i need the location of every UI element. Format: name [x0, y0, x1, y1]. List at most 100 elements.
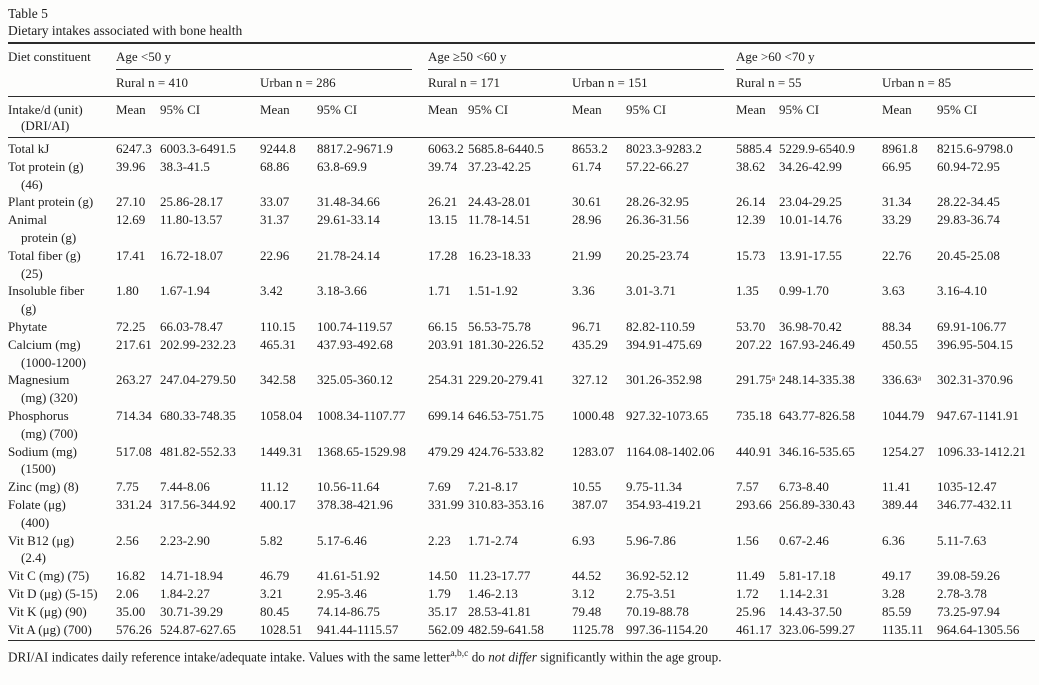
ci-value: 2.78-3.78 — [937, 585, 987, 601]
table-row: Total fiber (g) (25) 17.41 16.72-18.07 22.96… — [8, 247, 1035, 283]
group3-urban-header: Urban n = 85 — [882, 75, 952, 90]
row-label: Sodium (mg) (1500) — [8, 443, 77, 477]
ci-value: 31.48-34.66 — [317, 194, 380, 210]
mean-value: 15.73 — [736, 247, 766, 263]
mean-value: 1283.07 — [572, 443, 615, 459]
ci-value: 14.71-18.94 — [160, 568, 223, 584]
ci-value: 248.14-335.38 — [779, 372, 855, 388]
ci-value: 3.16-4.10 — [937, 283, 987, 299]
ci-value: 1.46-2.13 — [468, 585, 518, 601]
ci-value: 481.82-552.33 — [160, 443, 236, 459]
mean-value: 1449.31 — [260, 443, 303, 459]
row-label: Zinc (mg) (8) — [8, 479, 79, 495]
mean-value: 1125.78 — [572, 621, 614, 637]
mean-value: 25.96 — [736, 603, 766, 619]
mean-value: 440.91 — [736, 443, 772, 459]
ci-value: 646.53-751.75 — [468, 407, 544, 423]
ci-value: 5.96-7.86 — [626, 532, 676, 548]
mean-value: 400.17 — [260, 496, 296, 512]
table-bottom-rule — [8, 640, 1035, 642]
mean-value: 1.71 — [428, 283, 451, 299]
mean-value: 291.75ᵃ — [736, 372, 776, 388]
mean-value: 517.08 — [116, 443, 152, 459]
mean-value: 96.71 — [572, 318, 602, 334]
table-row: Vit C (mg) (75) 16.82 14.71-18.94 46.79 41.6… — [8, 567, 1035, 585]
ci-value: 680.33-748.35 — [160, 407, 236, 423]
mean-value: 1.56 — [736, 532, 759, 548]
mean-value: 6.93 — [572, 532, 595, 548]
mean-value: 450.55 — [882, 336, 918, 352]
mean-value: 3.63 — [882, 283, 905, 299]
ci-value: 396.95-504.15 — [937, 336, 1013, 352]
ci-value: 36.98-70.42 — [779, 318, 842, 334]
ci-value: 1096.33-1412.21 — [937, 443, 1026, 459]
diet-constituent-header: Diet constituent — [8, 49, 91, 64]
age-group-header-3: Age >60 <70 y — [736, 44, 1033, 70]
ci-value: 2.23-2.90 — [160, 532, 210, 548]
mean-value: 66.95 — [882, 158, 912, 174]
mean-value: 1.72 — [736, 585, 759, 601]
ci-value: 28.26-32.95 — [626, 194, 689, 210]
ci-value: 26.36-31.56 — [626, 212, 689, 228]
ci-value: 524.87-627.65 — [160, 621, 236, 637]
table-row: Insoluble fiber (g) 1.80 1.67-1.94 3.42 3.18-… — [8, 282, 1035, 318]
row-label: Total kJ — [8, 141, 50, 156]
mean-value: 7.57 — [736, 479, 759, 495]
ci-value: 323.06-599.27 — [779, 621, 855, 637]
ci-value: 1164.08-1402.06 — [626, 443, 715, 459]
ci-value: 66.03-78.47 — [160, 318, 223, 334]
table-row: Plant protein (g) 27.10 25.86-28.17 33.07 31… — [8, 193, 1035, 211]
ci-value: 947.67-1141.91 — [937, 407, 1019, 423]
mean-value: 576.26 — [116, 621, 152, 637]
ci-value: 60.94-72.95 — [937, 158, 1000, 174]
ci-value: 28.53-41.81 — [468, 603, 531, 619]
mean-value: 293.66 — [736, 496, 772, 512]
mean-value: 13.15 — [428, 212, 458, 228]
mean-value: 46.79 — [260, 568, 290, 584]
ci-value: 5.17-6.46 — [317, 532, 367, 548]
table-row: Total kJ 6247.3 6003.3-6491.5 9244.8 8817.2-… — [8, 140, 1035, 158]
mean-value: 5885.4 — [736, 141, 772, 156]
ci-value: 229.20-279.41 — [468, 372, 544, 388]
table-row: Vit A (μg) (700) 576.26 524.87-627.65 1028.… — [8, 621, 1035, 639]
ci-value: 1.51-1.92 — [468, 283, 518, 299]
mean-value: 699.14 — [428, 407, 464, 423]
table-row: Phytate 72.25 66.03-78.47 110.15 100.74-119.… — [8, 318, 1035, 336]
intake-unit-header: Intake/d (unit) (DRI/AI) — [8, 102, 116, 134]
mean-header: Mean — [572, 102, 602, 117]
intake-unit-line2: (DRI/AI) — [21, 118, 70, 133]
ci-value: 24.43-28.01 — [468, 194, 531, 210]
mean-value: 9244.8 — [260, 141, 296, 156]
row-label: Vit A (μg) (700) — [8, 621, 92, 637]
mean-value: 12.39 — [736, 212, 766, 228]
mean-header: Mean — [882, 102, 912, 117]
mean-value: 1058.04 — [260, 407, 303, 423]
table-row: Folate (μg) (400) 331.24 317.56-344.92 400.1… — [8, 496, 1035, 532]
ci-value: 25.86-28.17 — [160, 194, 223, 210]
group2-urban-header: Urban n = 151 — [572, 75, 648, 90]
ci-value: 1035-12.47 — [937, 479, 997, 495]
ci-value: 28.22-34.45 — [937, 194, 1000, 210]
ci-value: 63.8-69.9 — [317, 158, 367, 174]
ci-value: 70.19-88.78 — [626, 603, 689, 619]
table-body: Total kJ 6247.3 6003.3-6491.5 9244.8 8817.2-… — [8, 138, 1035, 638]
mean-value: 80.45 — [260, 603, 290, 619]
mean-value: 389.44 — [882, 496, 918, 512]
mean-header: Mean — [260, 102, 290, 117]
mean-value: 27.10 — [116, 194, 146, 210]
ci-value: 16.23-18.33 — [468, 247, 531, 263]
mean-value: 10.55 — [572, 479, 602, 495]
ci-value: 6003.3-6491.5 — [160, 141, 236, 156]
sample-size-header-row: Rural n = 410 Urban n = 286 Rural n = 17… — [8, 70, 1035, 97]
ci-value: 14.43-37.50 — [779, 603, 842, 619]
mean-value: 1044.79 — [882, 407, 925, 423]
mean-value: 6.36 — [882, 532, 905, 548]
mean-value: 79.48 — [572, 603, 602, 619]
ci-value: 38.3-41.5 — [160, 158, 210, 174]
mean-value: 26.21 — [428, 194, 458, 210]
mean-value: 22.96 — [260, 247, 290, 263]
ci-value: 8023.3-9283.2 — [626, 141, 702, 156]
table-row: Magnesium (mg) (320) 263.27 247.04-279.50 34… — [8, 371, 1035, 407]
ci-value: 29.83-36.74 — [937, 212, 1000, 228]
